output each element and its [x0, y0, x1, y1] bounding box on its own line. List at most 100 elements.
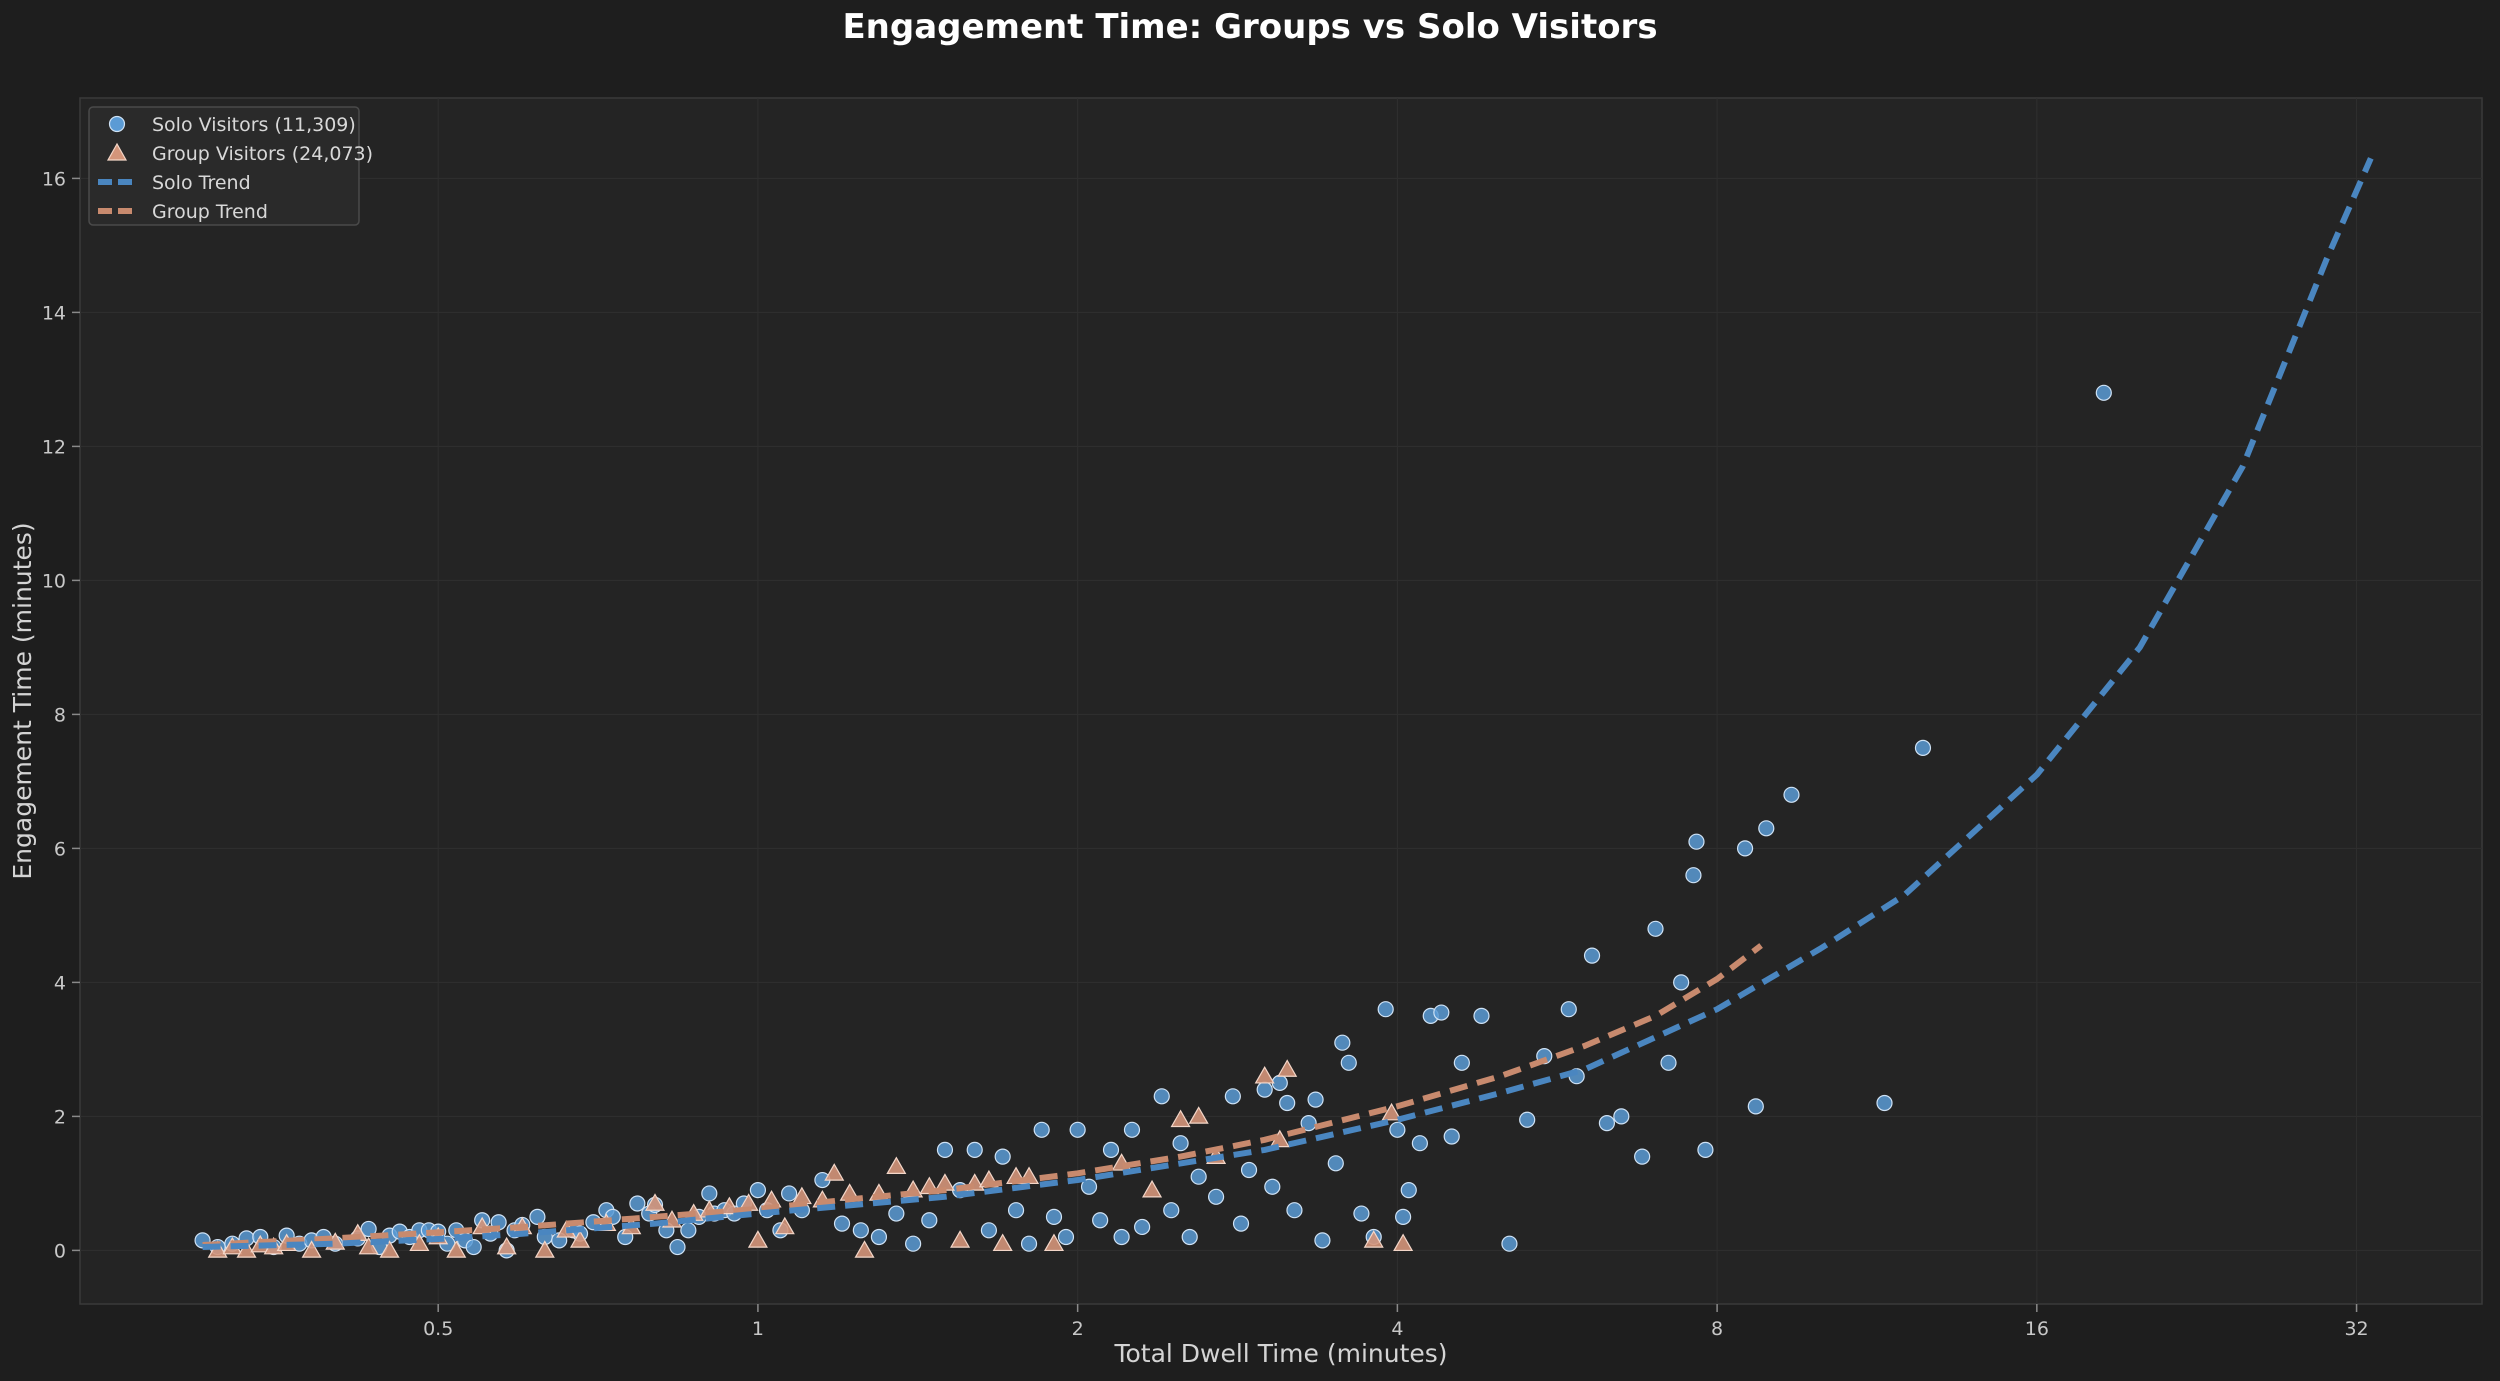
legend-label: Group Trend [152, 201, 268, 223]
solo-point [1256, 1081, 1273, 1098]
x-tick-label: 2 [1072, 1318, 1084, 1340]
solo-point [1033, 1121, 1050, 1138]
solo-point [1286, 1202, 1303, 1219]
solo-point [529, 1208, 546, 1226]
x-tick-label: 32 [2344, 1318, 2368, 1340]
solo-point [1660, 1054, 1677, 1071]
group-point [446, 1240, 467, 1258]
solo-point [888, 1205, 905, 1222]
y-tick-label: 2 [54, 1106, 66, 1128]
solo-point [1069, 1121, 1086, 1138]
solo-point [1560, 1001, 1577, 1018]
group-point [496, 1236, 517, 1255]
y-tick-label: 10 [42, 570, 66, 592]
solo-point [1327, 1155, 1344, 1172]
solo-point [1697, 1141, 1714, 1159]
group-point [1170, 1109, 1191, 1128]
solo-point [749, 1181, 767, 1199]
y-tick-label: 4 [54, 972, 66, 994]
group-point [854, 1240, 875, 1258]
group-point [644, 1193, 666, 1211]
solo-point [1453, 1054, 1470, 1071]
solo-point [1057, 1228, 1075, 1246]
solo-point [1163, 1202, 1180, 1219]
solo-point [1443, 1128, 1460, 1145]
x-axis-label: Total Dwell Time (minutes) [1113, 1339, 1447, 1368]
solo-point [1172, 1135, 1189, 1152]
solo-point [1134, 1218, 1151, 1236]
solo-point [1433, 1004, 1450, 1021]
legend-label: Group Visitors (24,073) [152, 143, 373, 165]
solo-point [1271, 1074, 1288, 1092]
solo-point [936, 1141, 954, 1159]
solo-point [1190, 1168, 1207, 1185]
x-tick-label: 16 [2025, 1318, 2049, 1340]
x-tick-label: 0.5 [423, 1318, 453, 1340]
solo-point [980, 1222, 998, 1239]
solo-point [1102, 1141, 1120, 1159]
group-trend-line [202, 943, 1763, 1248]
chart-title: Engagement Time: Groups vs Solo Visitors [842, 7, 1657, 47]
solo-point [1876, 1094, 1893, 1112]
group-point [358, 1236, 379, 1255]
solo-point [1307, 1091, 1324, 1108]
group-point [236, 1240, 257, 1258]
x-tick-label: 1 [752, 1318, 764, 1340]
solo-point [905, 1235, 922, 1252]
solo-point [1519, 1111, 1536, 1128]
group-point [534, 1240, 555, 1258]
group-point [1142, 1179, 1163, 1198]
group-point [747, 1230, 768, 1248]
solo-point [1747, 1098, 1764, 1115]
solo-point [1647, 920, 1664, 937]
solo-point [1688, 833, 1705, 850]
group-point [379, 1240, 400, 1258]
solo-point [680, 1222, 697, 1239]
y-axis-ticks: 0 2 4 6 8 10 12 14 16 [42, 168, 80, 1262]
y-tick-label: 12 [42, 436, 66, 458]
group-point [1393, 1233, 1414, 1252]
solo-point [1007, 1202, 1025, 1219]
group-point [886, 1156, 907, 1175]
plot-area [79, 97, 2483, 1305]
solo-point [1634, 1148, 1651, 1165]
solo-point [1092, 1212, 1109, 1229]
solo-point [669, 1238, 686, 1256]
solo-point [1045, 1208, 1063, 1226]
solo-point [1783, 786, 1800, 803]
solo-point [1020, 1235, 1038, 1252]
solo-point [1279, 1094, 1296, 1112]
solo-point [1377, 1001, 1394, 1018]
solo-point [1758, 820, 1775, 837]
y-tick-label: 0 [54, 1240, 66, 1262]
y-tick-label: 6 [54, 838, 66, 860]
solo-point [1501, 1235, 1518, 1252]
group-point [774, 1216, 795, 1235]
solo-point [629, 1195, 646, 1212]
group-point [950, 1230, 971, 1248]
solo-point [852, 1222, 869, 1239]
solo-point [994, 1148, 1011, 1165]
group-point [1043, 1233, 1065, 1252]
group-point [992, 1233, 1013, 1252]
group-point [301, 1240, 322, 1258]
legend: Solo Visitors (11,309) Group Visitors (24… [88, 106, 373, 226]
solo-point [1473, 1007, 1490, 1025]
solo-point [2095, 384, 2112, 401]
solo-point [1400, 1181, 1417, 1199]
solo-point [1181, 1228, 1198, 1246]
trend-lines [202, 157, 2374, 1250]
x-tick-label: 4 [1391, 1318, 1403, 1340]
group-point [569, 1230, 591, 1248]
solo-point [1334, 1034, 1351, 1051]
solo-point [1613, 1108, 1630, 1125]
solo-point [1395, 1208, 1412, 1226]
solo-point [1353, 1205, 1370, 1222]
solo-point [1411, 1135, 1428, 1152]
group-point [1188, 1106, 1209, 1124]
solo-point [1123, 1121, 1141, 1138]
solo-point [1389, 1121, 1406, 1138]
group-point [1277, 1059, 1298, 1077]
solo-point [833, 1215, 851, 1232]
